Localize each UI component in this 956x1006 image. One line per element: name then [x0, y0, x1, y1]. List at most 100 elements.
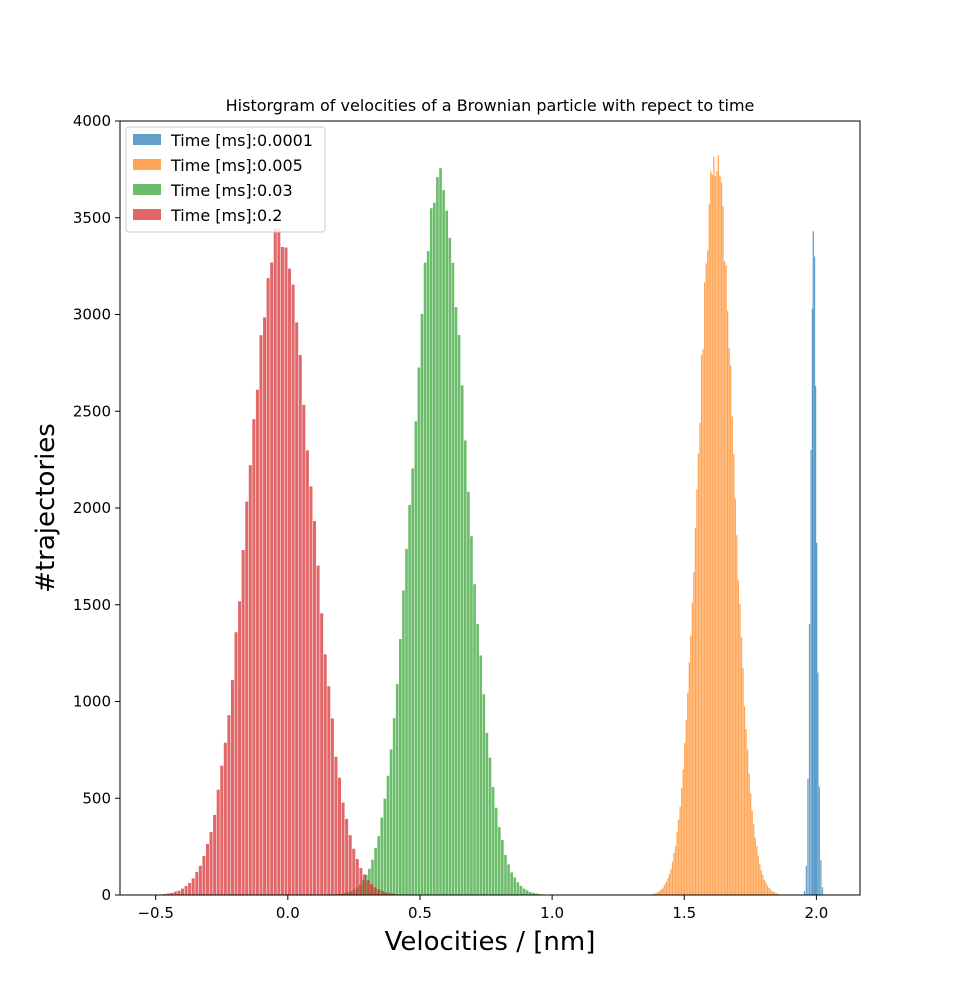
histogram-bar: [497, 827, 501, 895]
histogram-bar: [662, 887, 664, 895]
histogram-bar: [697, 453, 700, 895]
histogram-bar: [284, 247, 288, 896]
histogram-bar: [417, 367, 421, 895]
histogram-bar: [754, 837, 756, 895]
histogram-bar: [821, 887, 824, 895]
histogram-bar: [720, 182, 723, 896]
x-tick-label: 1.0: [540, 904, 564, 922]
histogram-bar: [373, 887, 377, 895]
x-axis-title: Velocities / [nm]: [385, 927, 596, 957]
y-axis-title: #trajectories: [31, 423, 61, 593]
histogram-bar: [448, 237, 452, 895]
histogram-bar: [753, 823, 755, 895]
histogram-bar: [348, 835, 352, 895]
histogram-bar: [768, 887, 770, 895]
x-tick-label: 1.5: [672, 904, 696, 922]
histogram-bar: [238, 601, 242, 895]
histogram-bar: [445, 210, 449, 896]
histogram-bar: [803, 891, 806, 895]
histogram-bar: [707, 250, 709, 896]
histogram-bar: [270, 262, 274, 895]
histogram-bar: [653, 893, 655, 895]
histogram-bar: [371, 859, 374, 895]
y-tick-label: 0: [101, 886, 111, 904]
histogram-bar: [302, 404, 306, 895]
histogram-bar: [377, 836, 380, 895]
y-tick-label: 4000: [73, 112, 111, 130]
histogram-bar: [725, 265, 727, 896]
histogram-bar: [343, 893, 346, 895]
histogram-bar: [681, 788, 683, 895]
y-tick-label: 3000: [73, 306, 111, 324]
histogram-bar: [173, 891, 177, 895]
histogram-bar: [451, 262, 455, 896]
histogram-bar: [245, 501, 249, 895]
bars-layer: [152, 155, 824, 896]
histogram-bar: [522, 888, 526, 895]
histogram-bar: [659, 890, 661, 895]
histogram-bar: [473, 584, 476, 895]
histogram-bar: [423, 262, 427, 895]
y-tick-label: 2000: [73, 499, 111, 517]
histogram-bar: [713, 156, 715, 896]
y-tick-label: 3500: [73, 209, 111, 227]
histogram-bar: [305, 450, 309, 895]
legend: Time [ms]:0.0001 Time [ms]:0.005 Time [ms]…: [125, 126, 326, 233]
histogram-bar: [525, 890, 529, 895]
histogram-bar: [457, 335, 461, 895]
x-axis-ticks: −0.5 0.0 0.5 1.0 1.5 2.0: [137, 895, 828, 922]
histogram-bar: [668, 874, 671, 895]
histogram-bar: [241, 549, 245, 895]
histogram-bar: [454, 307, 458, 895]
histogram-bar: [688, 662, 690, 895]
histogram-bar: [742, 667, 744, 895]
histogram-bar: [704, 282, 706, 895]
histogram-bar: [531, 892, 535, 895]
histogram-bar: [728, 348, 730, 895]
histogram-bar: [671, 861, 674, 895]
histogram-bar: [777, 893, 779, 895]
histogram-bar: [411, 468, 415, 895]
histogram-bar: [820, 860, 822, 895]
histogram-bar: [748, 773, 750, 895]
histogram-bar: [719, 175, 721, 895]
histogram-bar: [383, 798, 387, 895]
histogram-bar: [313, 520, 317, 895]
histogram-bar: [323, 654, 327, 895]
histogram-bar: [776, 893, 778, 895]
histogram-bar: [769, 889, 772, 895]
histogram-bar: [519, 885, 523, 895]
histogram-bar: [266, 278, 270, 895]
histogram-bar: [740, 637, 743, 895]
histogram-bar: [395, 683, 399, 895]
histogram-bar: [676, 832, 678, 895]
histogram-bar: [223, 742, 227, 895]
histogram-bar: [387, 893, 391, 895]
histogram-bar: [470, 536, 473, 895]
histogram-bar: [337, 777, 341, 895]
series-1-bars: [651, 155, 779, 896]
histogram-bar: [730, 365, 732, 895]
histogram-bar: [341, 802, 345, 895]
legend-swatch: [133, 159, 161, 170]
series-2-bars: [334, 168, 551, 896]
histogram-bar: [749, 793, 752, 895]
histogram-bar: [291, 284, 295, 895]
histogram-bar: [463, 440, 467, 895]
histogram-bar: [191, 878, 195, 895]
histogram-bar: [330, 718, 334, 895]
histogram-bar: [227, 715, 231, 895]
histogram-bar: [504, 854, 507, 895]
histogram-bar: [188, 883, 192, 895]
histogram-bar: [230, 680, 234, 895]
histogram-bar: [377, 889, 381, 895]
histogram-bar: [757, 855, 759, 895]
histogram-bar: [420, 313, 424, 895]
histogram-bar: [654, 893, 657, 895]
histogram-bar: [479, 655, 483, 895]
x-tick-label: 0.0: [276, 904, 300, 922]
histogram-bar: [198, 865, 202, 895]
histogram-bar: [723, 261, 726, 896]
histogram-bar: [491, 787, 495, 895]
histogram-bar: [661, 889, 663, 895]
